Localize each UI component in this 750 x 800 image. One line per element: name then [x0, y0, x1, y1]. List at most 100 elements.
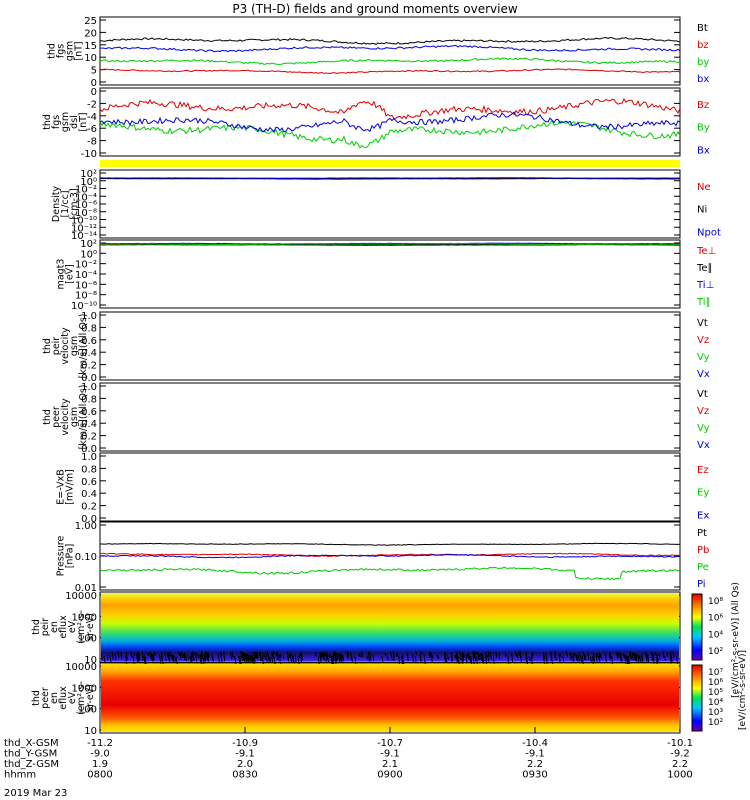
noise-mark	[662, 650, 665, 658]
noise-mark	[117, 650, 120, 659]
noise-mark	[273, 656, 276, 666]
noise-mark	[334, 651, 337, 658]
noise-mark	[152, 654, 155, 661]
noise-mark	[326, 651, 329, 661]
noise-mark	[292, 656, 295, 664]
noise-mark	[420, 651, 423, 656]
noise-mark	[550, 651, 553, 661]
ylabel-fgs_dsl-0: thd	[42, 114, 53, 130]
noise-mark	[436, 654, 439, 659]
noise-mark	[639, 655, 642, 663]
noise-mark	[562, 655, 565, 663]
time-value-1-0: -9.0	[90, 749, 110, 760]
time-value-1-4: -9.2	[670, 749, 690, 760]
noise-mark	[389, 651, 392, 656]
noise-mark	[516, 653, 519, 659]
series-fgs_gsm-bz	[99, 68, 681, 75]
series-fgs_dsl-Bz	[99, 98, 681, 120]
noise-mark	[206, 653, 209, 661]
noise-mark	[477, 652, 480, 656]
time-row-label-3: hhmm	[4, 770, 36, 781]
colorbar-tick-peer_eflux-0: 10⁷	[708, 668, 723, 678]
ylabel-peer_velocity-4: [km/s](All Qs)	[78, 385, 89, 450]
ytick-label-peir_velocity-0: 1.0	[81, 311, 97, 322]
noise-mark	[233, 655, 236, 660]
noise-mark	[109, 654, 112, 662]
noise-mark	[368, 656, 371, 664]
noise-mark	[103, 655, 106, 663]
ytick-label-density-0: 10²	[80, 169, 97, 180]
noise-mark	[386, 656, 389, 661]
noise-mark	[106, 655, 109, 660]
ytick-label-peir_velocity-1: 0.8	[81, 323, 97, 334]
ytick-label-density-4: 10⁻⁶	[75, 200, 97, 211]
ylabel-peer_eflux-6: sr-eV)	[85, 684, 96, 712]
ytick-label-peer_velocity-1: 0.8	[81, 394, 97, 405]
noise-mark	[573, 652, 576, 656]
noise-mark	[248, 654, 251, 664]
ytick-label-pressure-1: 0.10	[75, 552, 97, 563]
noise-mark	[207, 652, 210, 658]
noise-mark	[635, 654, 638, 659]
noise-mark	[100, 654, 103, 660]
ytick-label-density-2: 10⁻²	[75, 185, 97, 196]
ytick-label-fgs_gsm-0: 25	[84, 16, 97, 27]
ytick-label-peer_eflux-0: 10000	[65, 662, 97, 673]
ylabel-peer_eflux-4: eV	[67, 691, 78, 704]
time-value-2-3: 2.2	[527, 759, 543, 770]
noise-mark	[164, 651, 167, 662]
noise-mark	[120, 652, 123, 660]
noise-mark	[114, 653, 117, 661]
noise-mark	[632, 652, 635, 656]
panel-frame-temperature	[99, 239, 681, 309]
noise-mark	[137, 650, 140, 657]
time-value-0-3: -10.4	[522, 738, 548, 749]
noise-mark	[654, 651, 657, 656]
flag-bar	[100, 160, 680, 167]
noise-mark	[147, 652, 150, 657]
noise-mark	[666, 651, 669, 658]
time-value-1-3: -9.1	[525, 749, 545, 760]
ytick-label-efield-3: 0.4	[81, 489, 97, 500]
noise-mark	[624, 654, 627, 660]
noise-mark	[289, 652, 292, 663]
ylabel-peir_eflux-0: thd	[31, 619, 42, 635]
noise-mark	[622, 653, 625, 658]
noise-mark	[634, 653, 637, 661]
noise-mark	[528, 656, 531, 662]
time-value-0-2: -10.7	[377, 738, 403, 749]
noise-mark	[253, 653, 256, 660]
ylabel-density-0: Density	[51, 186, 62, 222]
noise-mark	[631, 652, 634, 656]
noise-mark	[634, 653, 637, 661]
ytick-label-fgs_gsm-1: 20	[84, 28, 97, 39]
noise-mark	[609, 651, 612, 659]
noise-mark	[346, 650, 349, 657]
panel-frame-efield	[99, 452, 681, 522]
time-row-label-2: thd_Z-GSM	[4, 759, 59, 770]
noise-mark	[321, 652, 324, 657]
noise-mark	[545, 656, 548, 666]
noise-mark	[197, 653, 200, 659]
noise-mark	[203, 654, 206, 664]
noise-mark	[231, 650, 234, 659]
noise-mark	[443, 652, 446, 662]
noise-mark	[517, 650, 520, 657]
noise-mark	[480, 653, 483, 662]
ylabel-peir_velocity-3: gsm	[69, 336, 80, 356]
ylabel-fgs_gsm-2: gsm	[65, 41, 76, 61]
noise-mark	[347, 651, 350, 658]
ytick-label-peer_eflux-3: 10	[84, 726, 97, 737]
noise-mark	[472, 651, 475, 659]
colorbar-peer_eflux	[691, 664, 703, 732]
ytick-label-fgs_gsm-2: 15	[84, 41, 97, 52]
noise-mark	[569, 652, 572, 659]
noise-mark	[581, 655, 584, 664]
ytick-label-density-8: 10⁻¹⁴	[71, 231, 97, 242]
noise-mark	[152, 654, 155, 661]
noise-mark	[170, 654, 173, 661]
series-fgs_gsm-bx	[100, 44, 681, 53]
noise-mark	[137, 653, 140, 663]
